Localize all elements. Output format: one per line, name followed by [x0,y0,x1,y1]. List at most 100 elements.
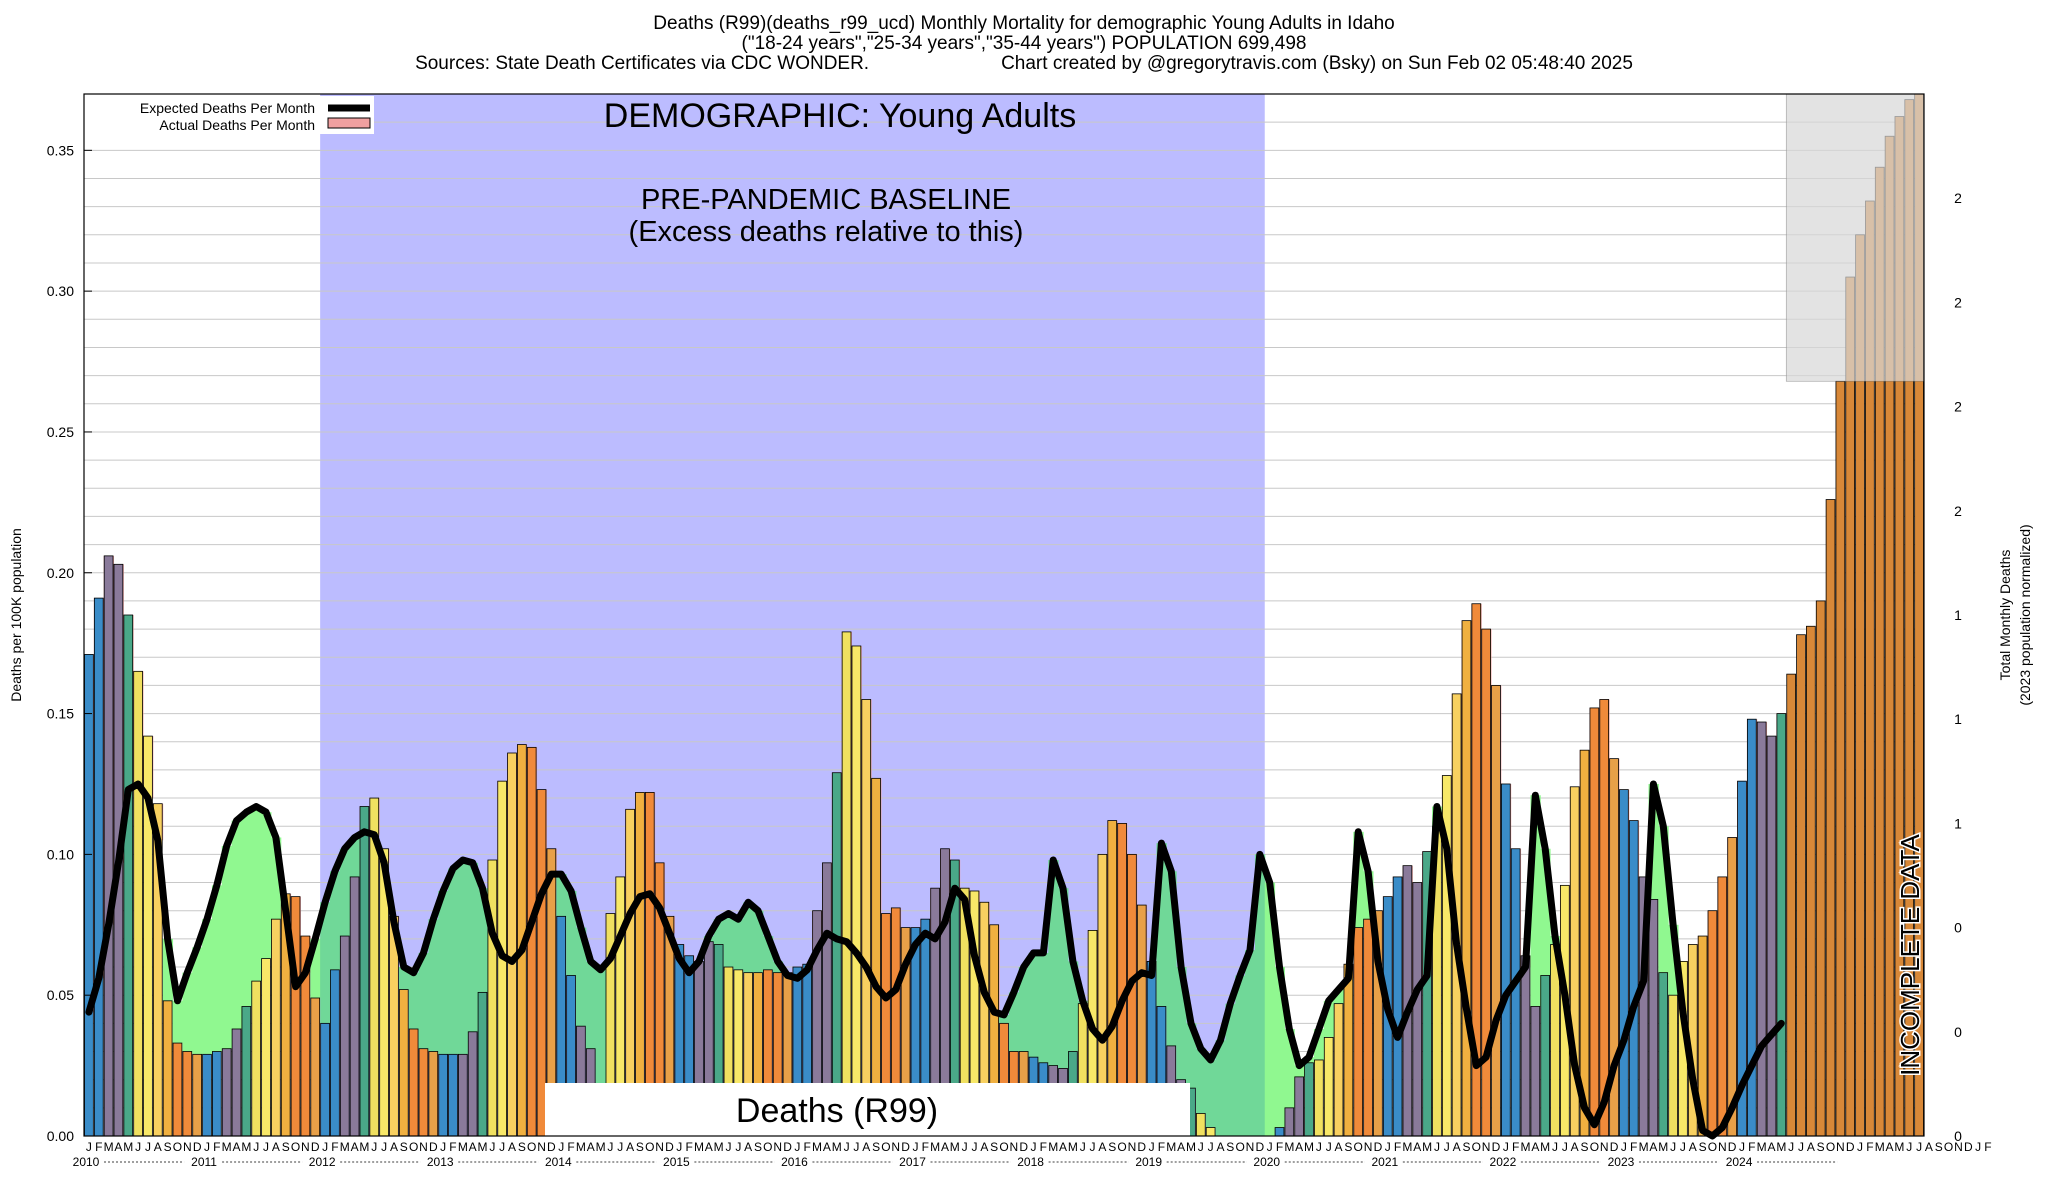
x-month-label: S [872,1140,880,1154]
x-month-label: J [1798,1140,1804,1154]
x-month-label: S [164,1140,172,1154]
x-month-label: F [922,1140,929,1154]
x-month-label: D [311,1140,320,1154]
x-month-label: N [1364,1140,1373,1154]
excess-area [585,961,597,1049]
x-month-label: J [381,1140,387,1154]
x-month-label: J [440,1140,446,1154]
legend: Expected Deaths Per Month Actual Deaths … [84,96,374,134]
y2-tick-label: 1 [1954,815,1962,831]
bar [84,654,94,1137]
x-month-label: J [1680,1140,1686,1154]
baseline-label-line1: PRE-PANDEMIC BASELINE [641,184,1011,216]
chart-title: Deaths (R99)(deaths_r99_ucd) Monthly Mor… [653,13,1395,34]
bar [221,1048,232,1137]
x-month-label: O [763,1140,772,1154]
bar [1599,699,1610,1137]
x-month-label: A [1886,1140,1894,1154]
excess-area [261,812,272,959]
x-month-label: O [173,1140,182,1154]
x-month-label: J [1444,1140,1450,1154]
excess-area [1274,967,1285,1128]
x-month-label: D [1964,1140,1973,1154]
x-month-label: F [1158,1140,1165,1154]
bar [310,997,321,1137]
y-tick-label: 0.10 [47,846,74,862]
excess-area [310,938,321,999]
x-month-label: M [1048,1140,1058,1154]
bar [1195,1113,1206,1137]
excess-area [211,885,223,1052]
excess-area [398,967,410,990]
bar [507,752,517,1137]
x-month-label: A [587,1140,595,1154]
x-month-label: M [1776,1140,1786,1154]
x-month-label: J [1739,1140,1745,1154]
bar [349,876,360,1137]
x-month-label: A [1059,1140,1067,1154]
x-month-label: M [1658,1140,1668,1154]
expected-line-layer [85,780,1785,1140]
x-year-label: 2015 [663,1155,690,1169]
x-month-label: O [881,1140,890,1154]
x-month-label: M [1304,1140,1314,1154]
excess-area [1008,992,1020,1052]
excess-area [251,806,262,982]
excess-area [231,820,242,1029]
excess-area [1254,854,1266,1136]
excess-area [1235,975,1246,1136]
x-month-label: J [1080,1140,1086,1154]
bar [123,614,134,1137]
x-month-label: M [340,1140,350,1154]
x-month-label: A [1453,1140,1461,1154]
x-month-label: M [1284,1140,1294,1154]
x-month-label: N [891,1140,900,1154]
x-month-label: O [645,1140,654,1154]
y-tick-label: 0.25 [47,424,74,440]
x-year-label: 2017 [899,1155,926,1169]
x-month-label: J [1208,1140,1214,1154]
x-month-label: F [213,1140,220,1154]
x-month-label: F [449,1140,456,1154]
bar [1353,927,1364,1137]
x-month-label: M [1166,1140,1176,1154]
bar [339,935,350,1137]
demographic-label: DEMOGRAPHIC: Young Adults [604,97,1076,135]
bar [1294,1076,1305,1137]
excess-area [192,947,203,1055]
x-month-label: M [694,1140,704,1154]
x-month-label: J [263,1140,269,1154]
excess-area [556,874,567,917]
x-month-label: S [1699,1140,1707,1154]
y2-tick-label: 2 [1954,190,1962,206]
excess-area [1205,1059,1217,1128]
x-month-label: F [1394,1140,1401,1154]
x-month-label: J [558,1140,564,1154]
excess-area [1048,860,1059,1066]
bar [851,645,862,1137]
bar [871,777,881,1137]
x-month-label: F [1866,1140,1873,1154]
x-month-label: J [1316,1140,1322,1154]
cause-label-box [545,1083,1190,1138]
x-month-label: J [499,1140,505,1154]
x-month-label: J [1031,1140,1037,1154]
x-month-label: M [1757,1140,1767,1154]
x-month-label: O [1117,1140,1126,1154]
x-month-label: J [86,1140,92,1154]
excess-area [999,1014,1010,1024]
x-month-label: M [458,1140,468,1154]
y2-axis-label-line1: Total Monthly Deaths [1997,550,2013,681]
x-month-label: A [626,1140,634,1154]
credit-text: Chart created by @gregorytravis.com (Bsk… [1001,53,1633,74]
x-month-label: S [1344,1140,1352,1154]
bar [241,1006,252,1137]
x-month-label: A [1531,1140,1539,1154]
bar [212,1051,222,1137]
y2-tick-label: 0 [1954,1024,1962,1040]
x-month-label: O [1235,1140,1244,1154]
x-month-label: S [990,1140,998,1154]
excess-area [1225,1003,1236,1136]
x-year-label: 2014 [545,1155,572,1169]
